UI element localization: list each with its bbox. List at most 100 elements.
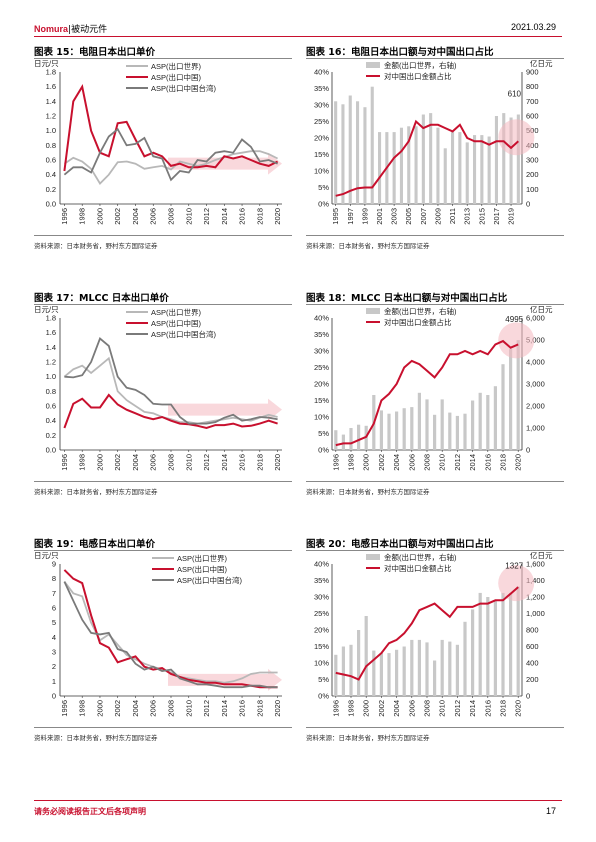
bar [341,104,345,204]
legend-label: 金额(出口世界，右轴) [384,60,457,70]
header-left: Nomura|被动元件 [34,22,107,35]
x-tick-label: 2006 [407,454,416,471]
bar [364,425,368,450]
y-tick-label-right: 5,000 [526,336,545,345]
x-tick-label: 1996 [60,208,69,225]
bar [370,86,374,204]
x-tick-label: 2018 [255,700,264,717]
bar [334,101,338,204]
y-tick-label: 0.6 [46,402,56,411]
source-rule [306,235,564,236]
y-tick-label-left: 0% [318,692,329,701]
x-tick-label: 2002 [377,700,386,717]
x-tick-label: 2020 [273,454,282,471]
y-axis-label-right: 亿日元 [530,60,553,68]
bar [433,414,437,450]
x-tick-label: 2004 [392,700,401,717]
bar [448,641,452,696]
y-tick-label-right: 400 [526,659,539,668]
bar [387,653,391,696]
x-tick-label: 2011 [448,208,457,224]
bar [493,386,497,450]
source-rule [34,235,292,236]
y-tick-label: 1.6 [46,82,56,91]
title-rule [34,58,292,59]
legend-swatch-bar [366,308,380,314]
y-tick-label-right: 3,000 [526,380,545,389]
y-axis-label: 日元/只 [34,552,59,560]
bar [440,399,444,450]
y-tick-label-left: 25% [314,363,329,372]
y-tick-label-left: 40% [314,560,329,569]
x-tick-label: 2017 [492,208,501,225]
y-tick-label-right: 100 [526,185,539,194]
x-tick-label: 2009 [433,208,442,225]
x-tick-label: 2013 [463,208,472,225]
x-tick-label: 2000 [95,454,104,471]
title-rule [306,58,564,59]
bar [407,126,411,204]
y-tick-label-right: 700 [526,97,539,106]
bar [402,646,406,696]
bar [458,132,462,204]
bar [443,148,447,204]
x-tick-label: 2015 [477,208,486,225]
bar [486,597,490,696]
source-rule [306,481,564,482]
bar [363,107,367,204]
bar [387,413,391,450]
y-tick-label-left: 0% [318,446,329,455]
x-tick-label: 2008 [423,700,432,717]
x-tick-label: 2004 [131,208,140,225]
x-tick-label: 2002 [377,454,386,471]
legend-swatch-bar [366,554,380,560]
bar [349,644,353,696]
bar [357,630,361,696]
y-tick-label-right: 800 [526,626,539,635]
x-tick-label: 1998 [78,700,87,717]
bar [486,395,490,450]
series-line-1 [63,150,278,185]
x-tick-label: 2014 [468,700,477,717]
y-tick-label-left: 20% [314,380,329,389]
y-tick-label: 0.2 [46,431,56,440]
x-tick-label: 2014 [220,208,229,225]
bar [341,646,345,696]
y-tick-label-left: 35% [314,330,329,339]
y-tick-label-left: 15% [314,642,329,651]
legend-label: ASP(出口世界) [151,307,202,317]
bar [334,430,338,450]
bar [410,639,414,696]
x-tick-label: 1996 [331,700,340,717]
x-tick-label: 2006 [149,700,158,717]
bar [463,621,467,697]
x-tick-label: 2014 [220,700,229,717]
legend-label: ASP(出口中国台湾) [177,575,243,585]
page-number: 17 [545,806,556,816]
bar [509,117,513,204]
bar [501,364,505,450]
x-tick-label: 2010 [184,454,193,471]
callout-label: 1327 [505,562,523,571]
x-tick-label: 1998 [78,454,87,471]
legend-swatch-bar [366,62,380,68]
chart-panel-6: 图表 20：电感日本出口额与对中国出口占比 0% 5% 10% 15% 20% 25% 30%… [306,536,564,768]
legend-label: ASP(出口中国台湾) [151,329,217,339]
title-rule [34,550,292,551]
x-tick-label: 2002 [113,454,122,471]
series-line-share [335,339,519,447]
legend-label: 金额(出口世界，右轴) [384,306,457,316]
y-tick-label-left: 30% [314,347,329,356]
y-tick-label-right: 600 [526,642,539,651]
legend-label: ASP(出口中国) [151,318,202,328]
chart-panel-4: 图表 18：MLCC 日本出口额与对中国出口占比 0% 5% 10% 15% 20% 25%… [306,290,564,522]
y-tick-label-left: 10% [314,167,329,176]
y-tick-label: 4 [52,633,56,642]
chart-panel-2: 图表 16：电阻日本出口额与对中国出口占比 0% 5% 10% 15% 20% 25% 30%… [306,44,564,276]
x-tick-label: 2000 [362,454,371,471]
bar [501,592,505,696]
chart-source: 资料来源：日本财务省，野村东方国际证券 [34,242,158,250]
y-tick-label-left: 15% [314,150,329,159]
x-tick-label: 2008 [423,454,432,471]
y-tick-label: 1 [52,677,56,686]
